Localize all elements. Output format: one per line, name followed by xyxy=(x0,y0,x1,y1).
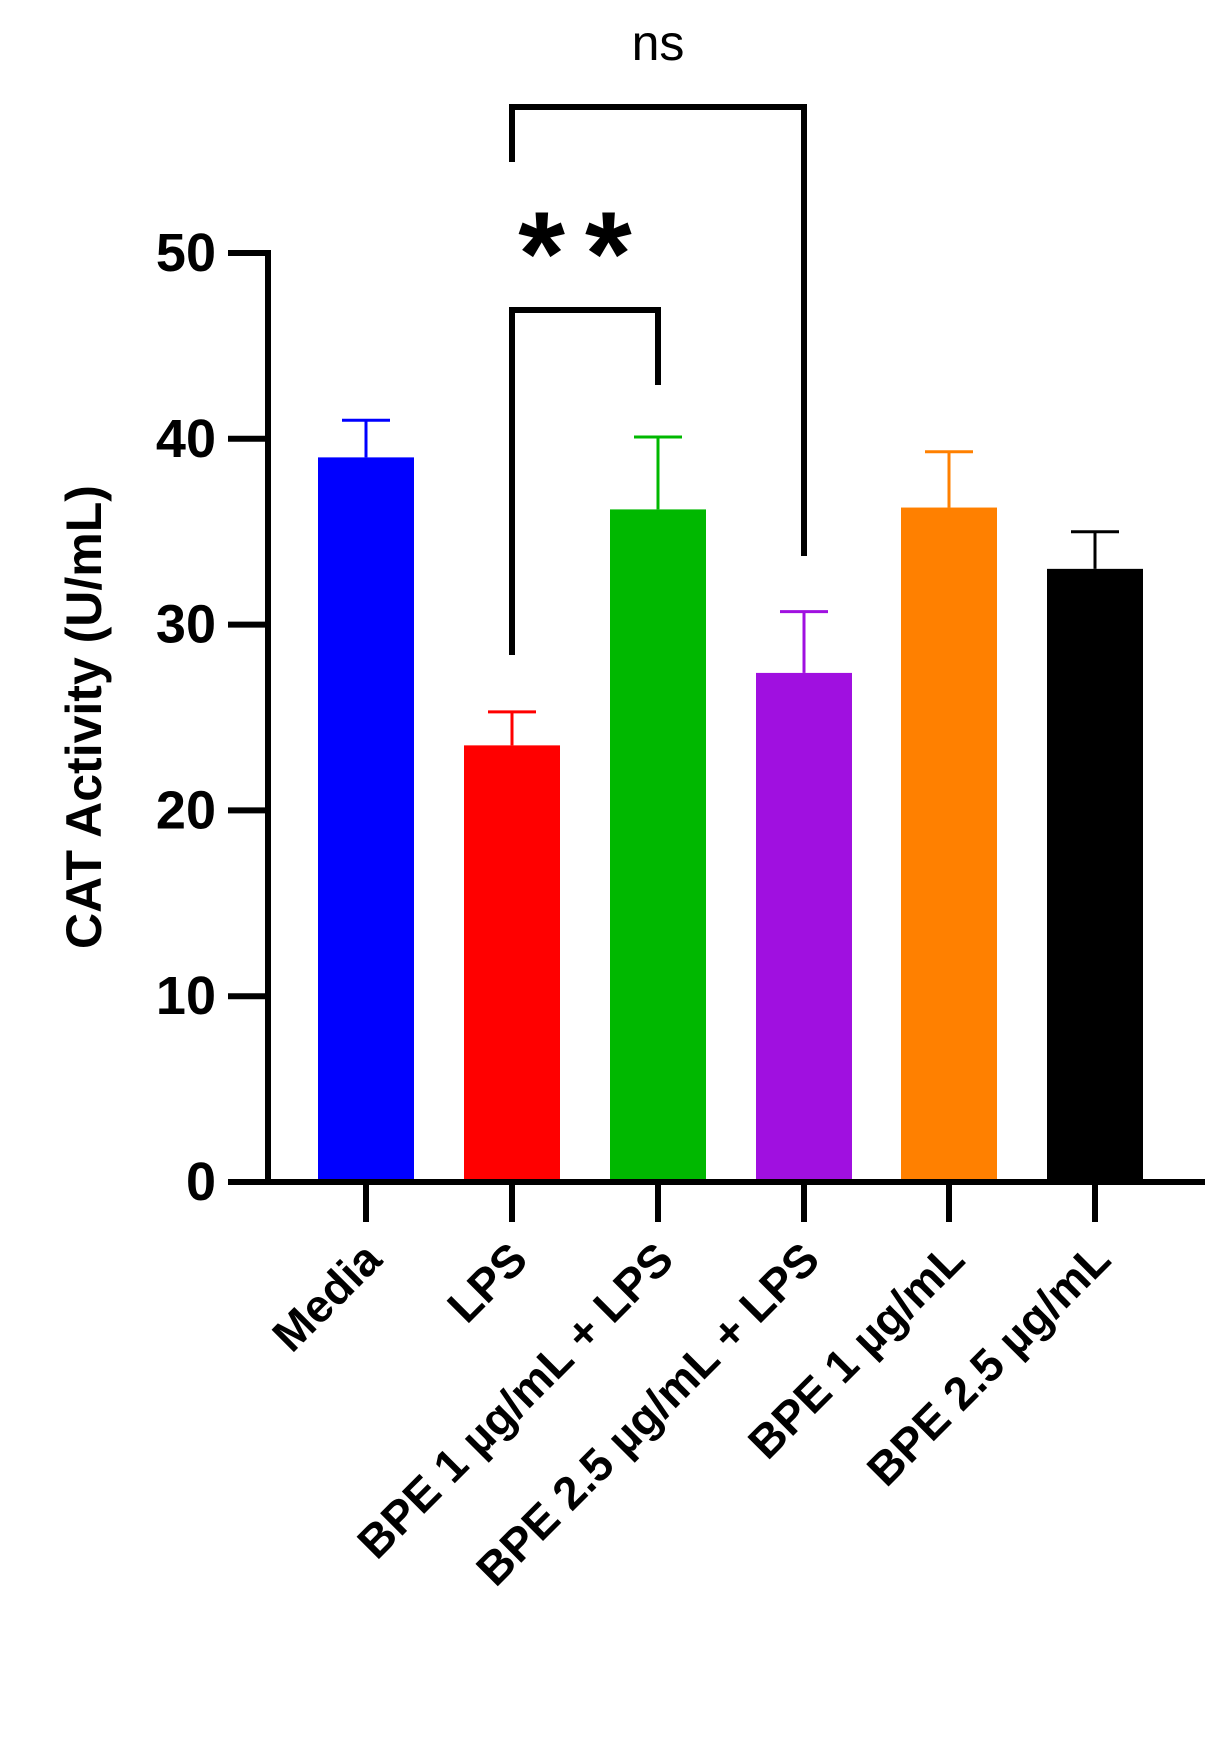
significance-label-stars: ** xyxy=(518,187,651,321)
x-tick-label-5: BPE 2.5 µg/mL xyxy=(857,1232,1120,1495)
bar-0 xyxy=(318,457,414,1179)
bar-3 xyxy=(756,672,852,1179)
bars-group xyxy=(318,457,1143,1179)
bar-2 xyxy=(610,509,706,1179)
significance-group: ** ns xyxy=(509,15,807,655)
y-tick-label-3: 30 xyxy=(156,595,216,655)
y-tick-label-2: 20 xyxy=(156,780,216,840)
y-ticks-group: 0 10 20 30 40 50 xyxy=(156,223,268,1212)
axes-group xyxy=(228,250,1205,1185)
x-tick-label-1: LPS xyxy=(437,1232,537,1332)
y-tick-label-5: 50 xyxy=(156,223,216,283)
y-tick-label-1: 10 xyxy=(156,966,216,1026)
y-tick-label-0: 0 xyxy=(186,1152,216,1212)
bar-5 xyxy=(1047,568,1143,1179)
significance-bracket-stars xyxy=(509,307,661,655)
y-tick-label-4: 40 xyxy=(156,409,216,469)
x-ticks-group xyxy=(363,1182,1098,1222)
error-bars-group xyxy=(342,418,1119,746)
bar-4 xyxy=(901,507,997,1179)
y-axis-label: CAT Activity (U/mL) xyxy=(56,485,112,949)
bar-1 xyxy=(464,745,560,1179)
significance-label-ns: ns xyxy=(632,15,685,71)
significance-bracket-ns xyxy=(509,104,807,556)
x-tick-label-0: Media xyxy=(262,1232,391,1361)
